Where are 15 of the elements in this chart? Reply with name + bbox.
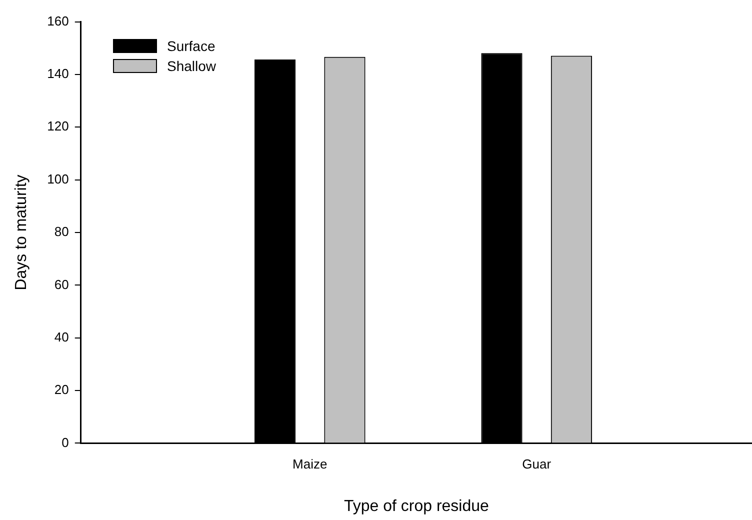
x-axis-title: Type of crop residue <box>344 498 490 515</box>
y-tick-label: 40 <box>54 329 69 344</box>
y-tick-label: 100 <box>47 171 69 186</box>
legend-label: Shallow <box>167 57 216 76</box>
y-tick-label: 0 <box>62 434 69 450</box>
y-tick-label: 60 <box>54 276 69 292</box>
legend-label: Surface <box>167 37 216 56</box>
x-tick-label: Guar <box>522 456 552 472</box>
y-axis-title: Days to maturity <box>13 174 30 290</box>
y-tick-label: 120 <box>47 118 69 134</box>
y-tick-label: 160 <box>47 13 69 28</box>
y-tick-label: 20 <box>54 382 69 398</box>
x-tick-label: Maize <box>292 456 328 472</box>
y-tick-label: 80 <box>54 224 69 240</box>
y-tick-label: 140 <box>47 66 69 82</box>
